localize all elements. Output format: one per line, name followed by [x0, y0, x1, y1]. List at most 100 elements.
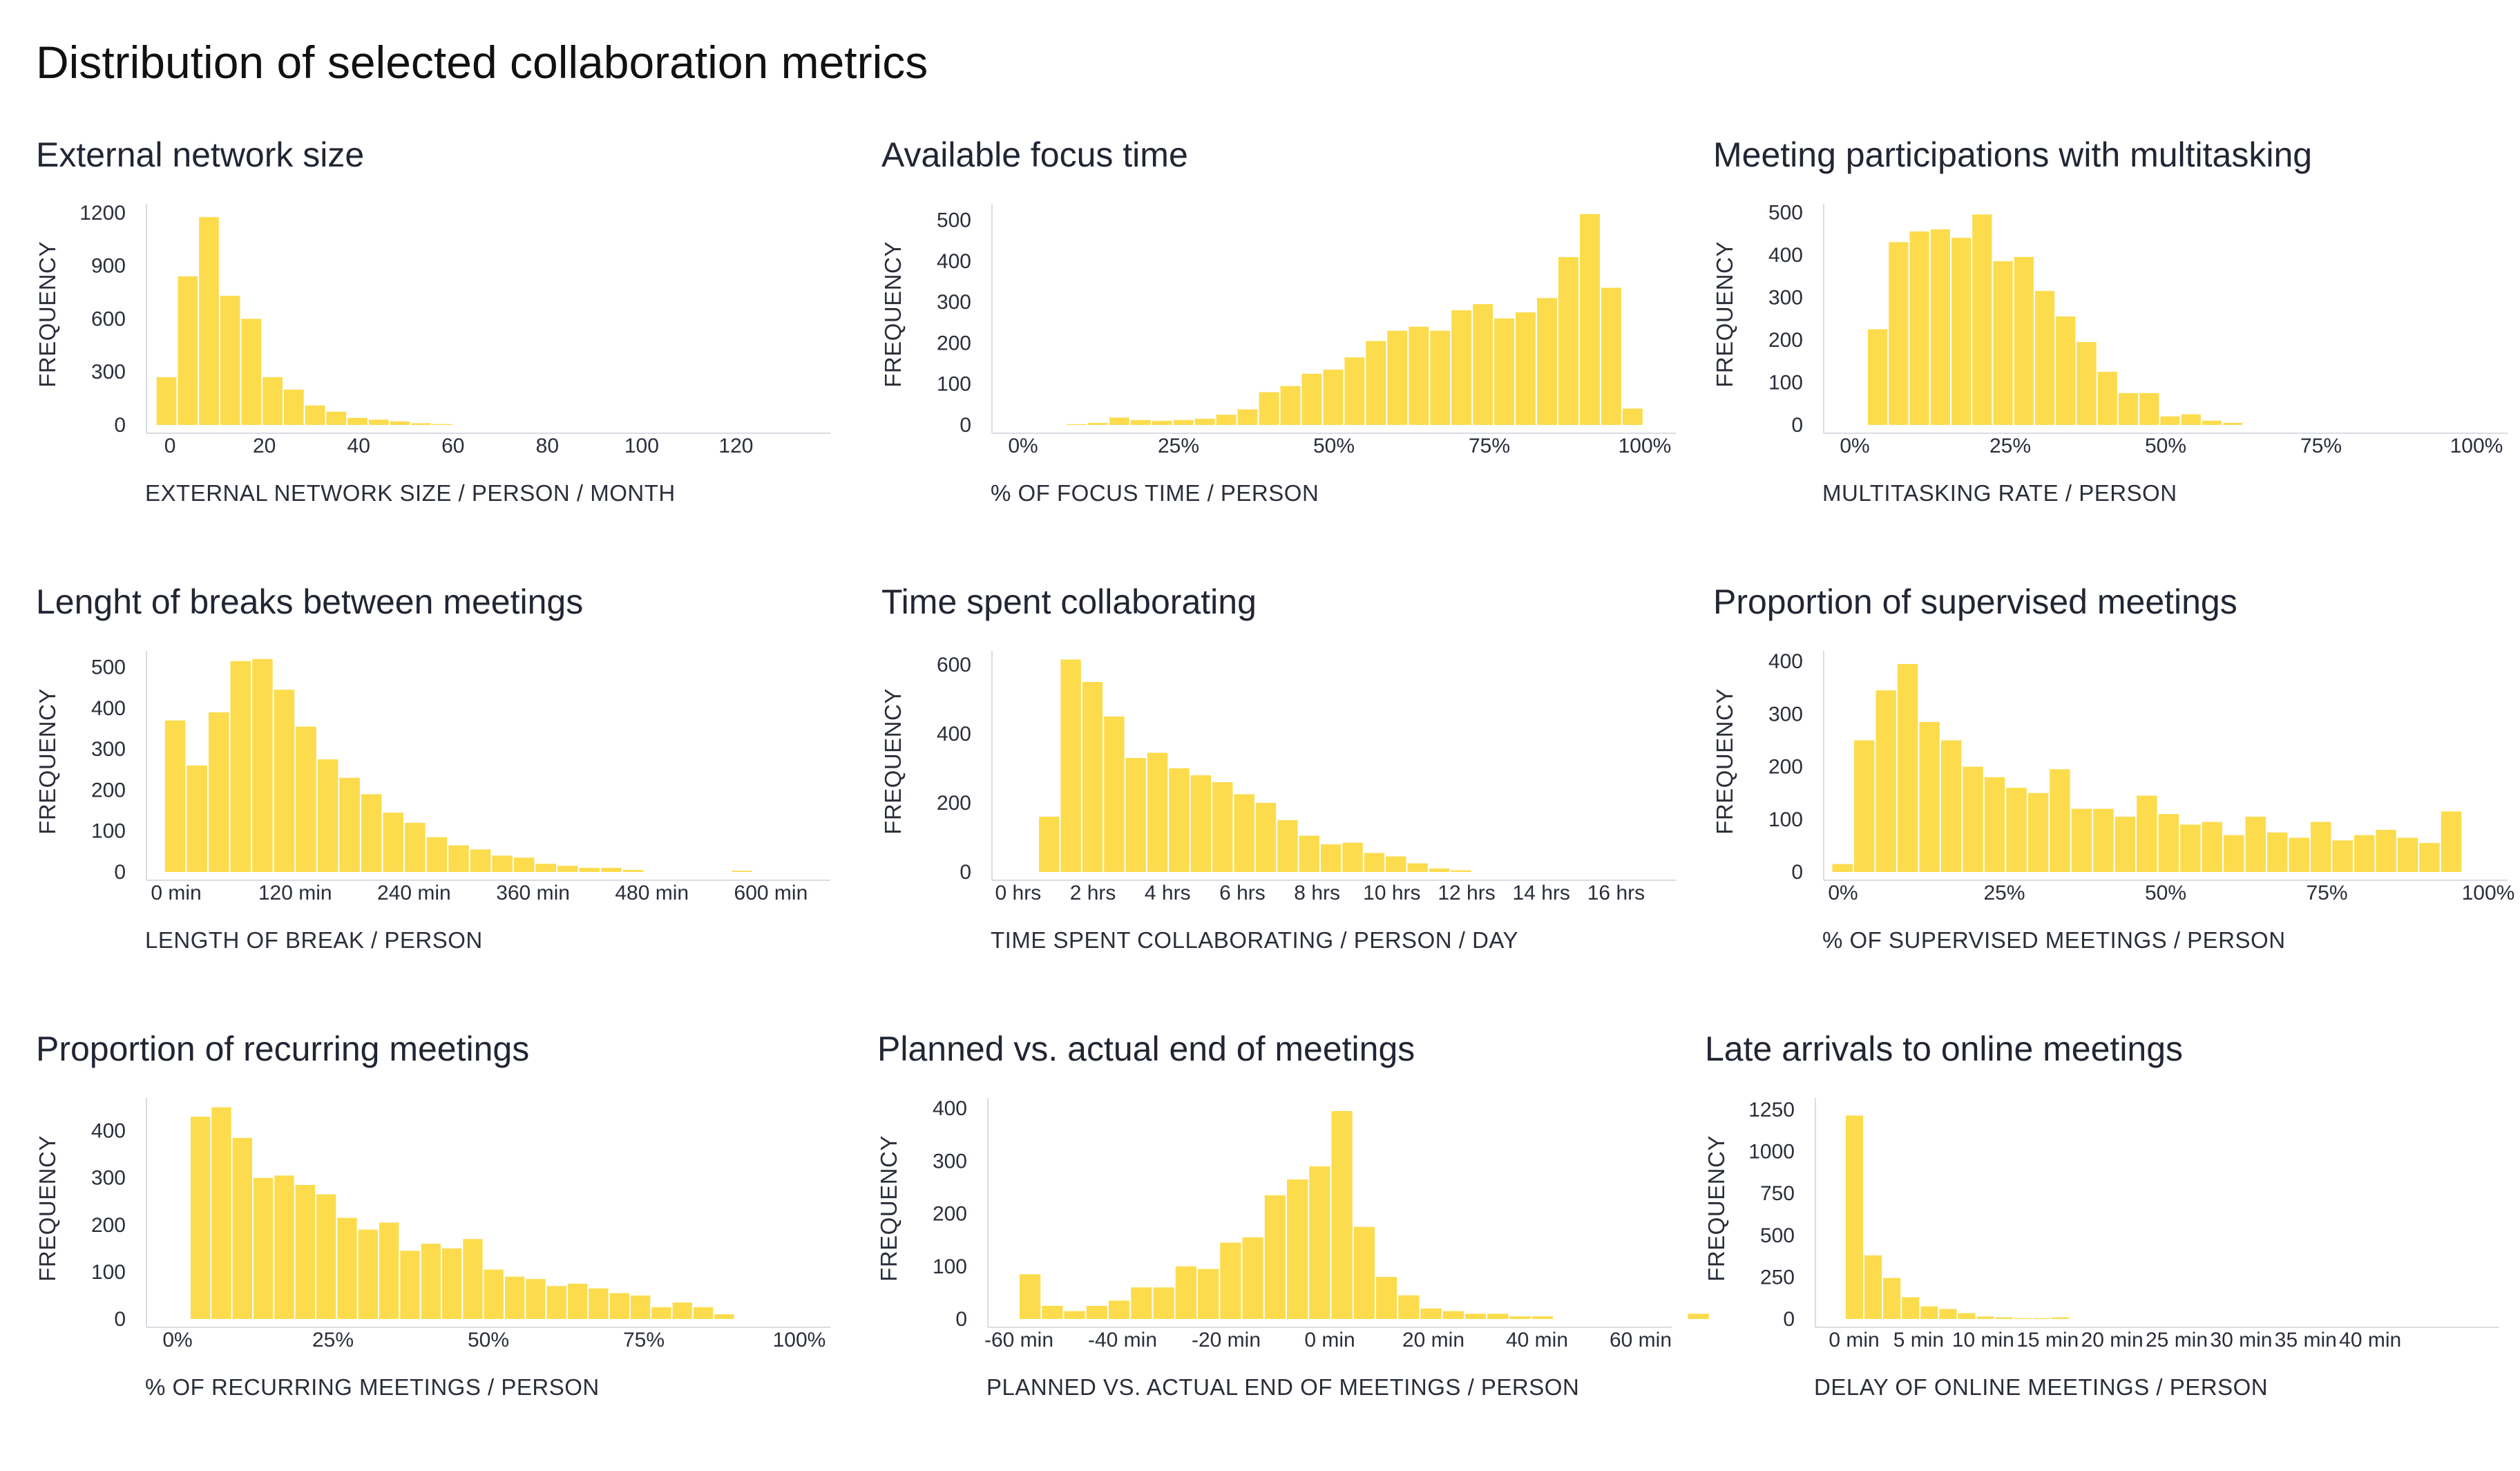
x-tick-label: 0 min: [1304, 1329, 1355, 1351]
x-tick-label: 10 min: [1952, 1329, 2014, 1351]
histogram-bar: [1940, 740, 1962, 872]
x-tick-label: 25%: [312, 1329, 354, 1351]
x-tick-label: 50%: [1313, 435, 1355, 457]
x-tick-label: 6 hrs: [1219, 882, 1266, 904]
x-tick-label: 240 min: [377, 882, 451, 904]
histogram-bar: [347, 417, 368, 425]
histogram-bar: [2266, 832, 2288, 872]
histogram-bar: [1579, 213, 1600, 425]
histogram-bar: [2050, 769, 2070, 872]
histogram-bar: [1897, 664, 1918, 872]
histogram-bar: [1509, 1316, 1531, 1319]
histogram-bar: [1832, 864, 1853, 872]
histogram-bar: [208, 712, 229, 872]
y-tick-label: 100: [91, 820, 126, 843]
y-tick-label: 100: [933, 1255, 967, 1278]
histogram-bar: [1429, 869, 1450, 872]
x-tick-label: 100%: [1619, 435, 1672, 457]
x-tick-label: 8 hrs: [1294, 882, 1340, 904]
histogram-bar: [567, 1283, 588, 1319]
y-tick-label: 300: [1768, 286, 1803, 309]
histogram-bar: [1364, 853, 1385, 872]
x-tick-label: 100: [624, 435, 659, 457]
histogram-bar: [421, 1244, 441, 1319]
histogram-bar: [1494, 318, 1515, 425]
histogram-bar: [252, 658, 273, 872]
x-tick-label: 75%: [623, 1329, 665, 1351]
chart-title: Lenght of breaks between meetings: [36, 582, 584, 621]
x-tick-label: 4 hrs: [1145, 882, 1191, 904]
chart-title: Meeting participations with multitasking: [1713, 135, 2313, 174]
x-tick-label: 100%: [2450, 435, 2503, 457]
histogram-bar: [262, 377, 283, 425]
y-tick-label: 200: [1768, 329, 1803, 352]
histogram-bar: [1320, 844, 1342, 872]
x-tick-label: 75%: [1469, 435, 1510, 457]
chart-title: Proportion of supervised meetings: [1713, 582, 2237, 621]
histogram-bar: [1883, 1278, 1901, 1319]
histogram-bar: [191, 1117, 211, 1319]
histogram-bar: [241, 319, 262, 425]
histogram-bar: [1220, 1242, 1241, 1319]
x-tick-label: 50%: [468, 1329, 509, 1351]
histogram-bar: [1622, 408, 1643, 425]
histogram-bar: [2223, 422, 2243, 425]
histogram-bar: [284, 389, 304, 425]
histogram-bar: [1473, 304, 1493, 425]
histogram-bar: [426, 837, 448, 872]
x-tick-label: -20 min: [1192, 1329, 1261, 1351]
histogram-bar: [230, 661, 251, 872]
histogram-bar: [526, 1279, 546, 1319]
histogram-bar: [1407, 863, 1428, 872]
page-title: Distribution of selected collaboration m…: [36, 37, 928, 88]
histogram-bar: [220, 296, 240, 425]
histogram-planned-vs-actual-end: 0 100 200 300 400 -60 min -40 min -20 min 0 min 2…: [876, 1097, 1709, 1400]
histogram-bar: [379, 1222, 399, 1319]
y-tick-label: 200: [91, 1214, 126, 1237]
y-axis-label: FREQUENCY: [35, 1135, 60, 1282]
histogram-bar: [1299, 835, 1319, 872]
y-axis-label: FREQUENCY: [1712, 688, 1737, 835]
y-tick-label: 0: [955, 1308, 967, 1331]
histogram-bar: [1366, 341, 1386, 425]
x-tick-label: 25%: [1989, 435, 2031, 457]
y-tick-label: 400: [937, 723, 971, 746]
y-axis-label: FREQUENCY: [35, 688, 60, 835]
histogram-bar: [1853, 740, 1875, 872]
x-tick-label: 5 min: [1893, 1329, 1944, 1351]
histogram-bar: [2077, 342, 2097, 425]
histogram-bar: [337, 1217, 357, 1319]
x-tick-label: 10 hrs: [1363, 882, 1420, 904]
histogram-bar: [651, 1307, 671, 1319]
histogram-bar: [2202, 822, 2223, 872]
histogram-bar: [693, 1307, 714, 1319]
chart-title: Planned vs. actual end of meetings: [877, 1029, 1415, 1068]
histogram-bar: [1277, 820, 1298, 872]
x-tick-label: 12 hrs: [1438, 882, 1495, 904]
x-axis-label: PLANNED VS. ACTUAL END OF MEETINGS / PER…: [986, 1374, 1579, 1400]
chart-panel-time-collaborating: Time spent collaborating 0 200 400 600 0 hrs…: [880, 582, 1697, 1024]
histogram-bar: [317, 759, 338, 872]
histogram-bar: [2310, 822, 2331, 872]
x-tick-label: 120 min: [258, 882, 332, 904]
histogram-bar: [1125, 758, 1146, 872]
x-tick-label: 480 min: [615, 882, 689, 904]
histogram-bar: [579, 868, 600, 872]
histogram-bar: [164, 720, 186, 872]
histogram-bar: [2137, 795, 2157, 872]
chart-title: Time spent collaborating: [881, 582, 1257, 621]
histogram-bar: [1060, 659, 1081, 872]
y-tick-label: 400: [91, 697, 126, 720]
y-tick-label: 0: [1783, 1308, 1795, 1331]
histogram-bar: [513, 857, 535, 872]
x-tick-label: 0 min: [151, 882, 201, 904]
histogram-bar: [411, 423, 432, 425]
x-tick-label: 20: [253, 435, 276, 457]
histogram-bar: [1451, 870, 1471, 872]
histogram-break-length: 0 100 200 300 400 500 0 min 120 min 240 min 360 m…: [35, 651, 830, 953]
y-tick-label: 0: [960, 414, 971, 437]
y-tick-label: 400: [1768, 244, 1803, 267]
y-tick-label: 400: [937, 250, 971, 273]
histogram-bar: [2027, 793, 2049, 872]
x-tick-label: 360 min: [496, 882, 570, 904]
